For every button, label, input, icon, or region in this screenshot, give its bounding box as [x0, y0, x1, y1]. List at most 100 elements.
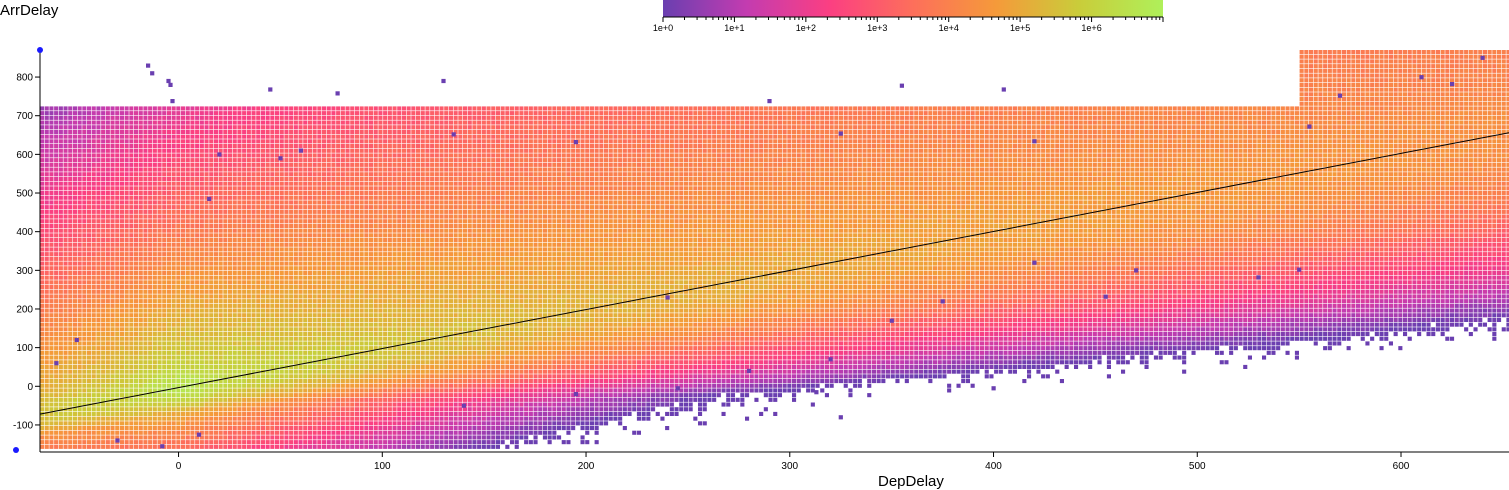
heatmap-cell: [54, 182, 58, 186]
heatmap-cell: [284, 111, 288, 115]
heatmap-cell: [303, 238, 307, 242]
heatmap-cell: [308, 163, 312, 167]
heatmap-cell: [261, 135, 265, 139]
heatmap-cell: [106, 290, 110, 294]
heatmap-cell: [176, 318, 180, 322]
heatmap-cell: [96, 200, 100, 204]
heatmap-cell: [87, 262, 91, 266]
heatmap-cell: [341, 191, 345, 195]
heatmap-cell: [101, 252, 105, 256]
heatmap-cell: [82, 106, 86, 110]
heatmap-cell: [242, 426, 246, 430]
heatmap-cell: [172, 384, 176, 388]
heatmap-cell: [96, 186, 100, 190]
heatmap-cell: [148, 257, 152, 261]
heatmap-cell: [275, 323, 279, 327]
heatmap-cell: [167, 370, 171, 374]
heatmap-cell: [54, 356, 58, 360]
heatmap-cell: [167, 158, 171, 162]
heatmap-cell: [134, 337, 138, 341]
heatmap-cell: [289, 215, 293, 219]
heatmap-cell: [336, 426, 340, 430]
heatmap-cell: [233, 421, 237, 425]
heatmap-cell: [139, 313, 143, 317]
heatmap-cell: [233, 252, 237, 256]
heatmap-cell: [148, 417, 152, 421]
heatmap-cell: [237, 186, 241, 190]
heatmap-cell: [270, 186, 274, 190]
heatmap-cell: [106, 421, 110, 425]
heatmap-cell: [223, 247, 227, 251]
heatmap-cell: [82, 219, 86, 223]
heatmap-cell: [120, 323, 124, 327]
heatmap-cell: [190, 144, 194, 148]
heatmap-cell: [49, 290, 53, 294]
heatmap-cell: [45, 346, 49, 350]
heatmap-cell: [186, 356, 190, 360]
heatmap-cell: [247, 417, 251, 421]
heatmap-cell: [139, 388, 143, 392]
heatmap-cell: [331, 252, 335, 256]
heatmap-cell: [280, 421, 284, 425]
heatmap-cell: [176, 191, 180, 195]
heatmap-cell: [153, 233, 157, 237]
heatmap-cell: [275, 168, 279, 172]
heatmap-cell: [78, 323, 82, 327]
heatmap-cell: [209, 215, 213, 219]
heatmap-cell: [49, 215, 53, 219]
heatmap-cell: [252, 337, 256, 341]
heatmap-cell: [252, 318, 256, 322]
heatmap-cell: [200, 243, 204, 247]
heatmap-cell: [280, 351, 284, 355]
heatmap-cell: [294, 360, 298, 364]
heatmap-cell: [341, 299, 345, 303]
heatmap-cell: [266, 407, 270, 411]
heatmap-cell: [346, 182, 350, 186]
heatmap-cell: [284, 374, 288, 378]
heatmap-cell: [148, 125, 152, 129]
heatmap-cell: [148, 276, 152, 280]
heatmap-cell: [134, 158, 138, 162]
heatmap-cell: [40, 393, 44, 397]
heatmap-cell: [78, 149, 82, 153]
heatmap-cell: [284, 130, 288, 134]
heatmap-cell: [92, 280, 96, 284]
heatmap-cell: [82, 379, 86, 383]
heatmap-cell: [162, 106, 166, 110]
heatmap-cell: [331, 139, 335, 143]
heatmap-cell: [350, 200, 354, 204]
heatmap-cell: [172, 285, 176, 289]
heatmap-cell: [143, 435, 147, 439]
heatmap-cell: [49, 388, 53, 392]
heatmap-cell: [336, 177, 340, 181]
heatmap-cell: [186, 360, 190, 364]
heatmap-cell: [284, 116, 288, 120]
heatmap-cell: [190, 116, 194, 120]
heatmap-cell: [111, 172, 115, 176]
heatmap-cell: [143, 257, 147, 261]
heatmap-cell: [172, 309, 176, 313]
heatmap-cell: [167, 384, 171, 388]
heatmap-cell: [143, 318, 147, 322]
heatmap-cell: [261, 163, 265, 167]
heatmap-cell: [313, 144, 317, 148]
heatmap-cell: [68, 219, 72, 223]
heatmap-cell: [129, 398, 133, 402]
heatmap-cell: [176, 177, 180, 181]
heatmap-cell: [331, 106, 335, 110]
heatmap-cell: [125, 125, 129, 129]
heatmap-cell: [111, 271, 115, 275]
heatmap-cell: [247, 280, 251, 284]
heatmap-cell: [280, 219, 284, 223]
heatmap-cell: [186, 172, 190, 176]
heatmap-cell: [308, 374, 312, 378]
heatmap-cell: [167, 360, 171, 364]
heatmap-cell: [96, 388, 100, 392]
heatmap-cell: [92, 360, 96, 364]
heatmap-cell: [40, 205, 44, 209]
heatmap-cell: [172, 229, 176, 233]
heatmap-cell: [336, 200, 340, 204]
heatmap-cell: [92, 238, 96, 242]
heatmap-cell: [275, 309, 279, 313]
heatmap-cell: [228, 257, 232, 261]
